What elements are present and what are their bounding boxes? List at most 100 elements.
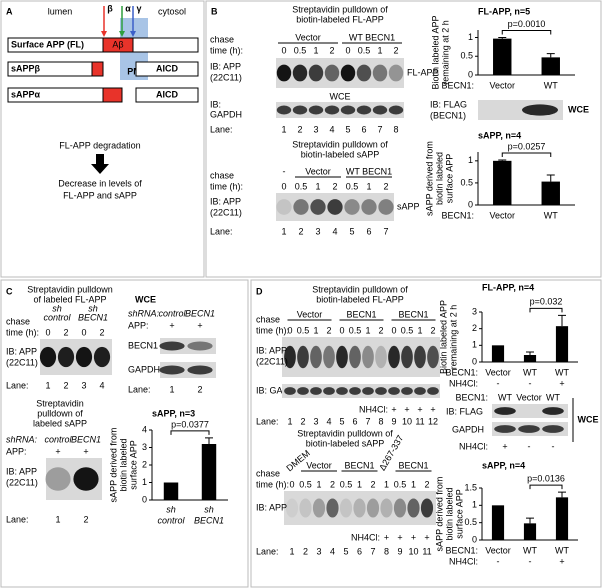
p-value: p=0.032 [530, 297, 563, 307]
label: - [528, 441, 531, 451]
label: Vector [306, 460, 332, 470]
label: 9 [397, 546, 402, 556]
y-tick-label: 2 [472, 323, 477, 333]
chart-title: sAPP, n=3 [152, 408, 195, 418]
label: Lane: [210, 124, 233, 134]
label: 1 [287, 416, 292, 426]
y-tick-label: 0 [468, 69, 473, 79]
label: 0.5 [401, 325, 414, 335]
label: BECN1 [128, 340, 158, 350]
band [292, 64, 308, 82]
band [324, 105, 340, 115]
x-tick-label: + [559, 556, 564, 566]
x-row-label: BECN1: [441, 80, 474, 90]
band [75, 346, 93, 368]
label: 2 [370, 479, 375, 489]
band [388, 105, 404, 115]
arrow-head [119, 31, 125, 37]
x-row-label: BECN1: [445, 545, 478, 555]
y-axis-label: surface APP [128, 440, 138, 490]
band [427, 387, 439, 395]
label: WCE [135, 294, 156, 304]
band [93, 346, 111, 368]
label: GAPDH [452, 424, 484, 434]
label: 5 [343, 546, 348, 556]
label: 2 [197, 384, 202, 394]
label: lumen [48, 6, 73, 16]
y-axis-label: sAPP derived from [108, 428, 118, 503]
label: 0.5 [394, 479, 407, 489]
label: IB: APP [210, 196, 241, 206]
label: 3 [313, 416, 318, 426]
label: + [502, 441, 507, 451]
label: Vector [516, 392, 542, 402]
label: 1 [316, 479, 321, 489]
band [494, 425, 516, 433]
bar [493, 38, 512, 75]
label: 3 [313, 124, 318, 134]
y-tick-label: 1 [472, 500, 477, 510]
label: BECN1 [185, 308, 215, 318]
x-tick-label: WT [555, 545, 569, 555]
label: chase [210, 170, 234, 180]
cleavage-site: β [107, 3, 113, 13]
label: BECN1 [398, 309, 428, 319]
band [362, 387, 374, 395]
label: + [169, 320, 174, 330]
y-tick-label: 1 [142, 477, 147, 487]
band [297, 345, 309, 369]
label: 4 [99, 380, 104, 390]
label: of labeled FL-APP [33, 294, 106, 304]
label: sAPPβ [11, 63, 41, 73]
x-tick-label: WT [544, 80, 558, 90]
label: (22C11) [210, 72, 242, 82]
band [323, 345, 335, 369]
label: sh [88, 303, 98, 313]
significance-bracket [501, 30, 552, 35]
x-tick-label: - [497, 556, 500, 566]
panel-label: D [256, 286, 263, 296]
label: + [430, 404, 435, 414]
y-tick-label: 4 [142, 424, 147, 434]
label: time (h): [210, 45, 243, 55]
label: cytosol [158, 6, 186, 16]
label: 2 [326, 325, 331, 335]
label: 1 [366, 181, 371, 191]
label: pulldown of [37, 408, 83, 418]
band [349, 387, 361, 395]
label: WCE [568, 104, 589, 114]
label: Lane: [6, 514, 29, 524]
band [57, 346, 75, 368]
down-arrow [91, 154, 109, 174]
label: 2 [63, 327, 68, 337]
error-bar [498, 159, 507, 161]
label: Lane: [6, 380, 29, 390]
label: Streptavidin pulldown [27, 284, 113, 294]
y-axis-label: biotin labeled [434, 152, 444, 205]
label: BECN1 [344, 460, 374, 470]
label: + [404, 404, 409, 414]
label: 10 [402, 416, 412, 426]
label: 0.5 [349, 325, 362, 335]
band [356, 105, 372, 115]
label: 12 [428, 416, 438, 426]
band [276, 105, 292, 115]
label: 1 [313, 325, 318, 335]
label: 4 [330, 546, 335, 556]
label: 7 [383, 226, 388, 236]
error-bar [526, 517, 534, 524]
band [187, 365, 213, 375]
label: GAPDH [128, 364, 160, 374]
label: time (h): [256, 479, 289, 489]
fragment-red [102, 87, 123, 103]
y-tick-label: 0 [468, 199, 473, 209]
label: time (h): [6, 327, 39, 337]
band [427, 345, 439, 369]
label: WT BECN1 [346, 166, 392, 176]
band [401, 387, 413, 395]
label: Streptavidin pulldown of [292, 4, 388, 14]
band [372, 105, 388, 115]
band [393, 498, 407, 518]
label: 6 [352, 416, 357, 426]
label: - [283, 166, 286, 176]
